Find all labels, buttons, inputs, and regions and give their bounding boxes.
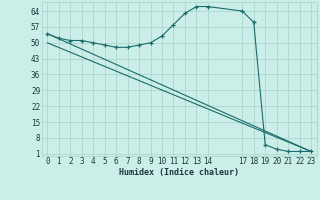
X-axis label: Humidex (Indice chaleur): Humidex (Indice chaleur): [119, 168, 239, 177]
